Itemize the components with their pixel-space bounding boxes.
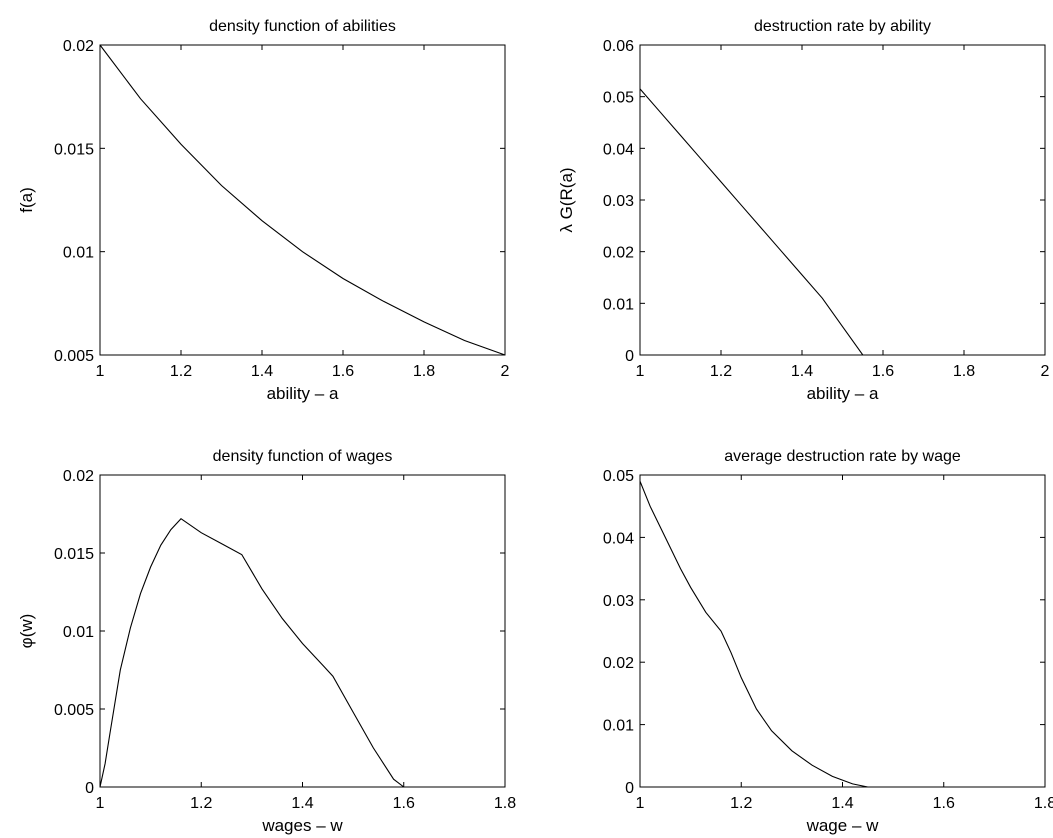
chart-title: destruction rate by ability bbox=[754, 18, 931, 35]
y-tick-label: 0 bbox=[625, 348, 634, 365]
x-tick-label: 1.8 bbox=[1034, 795, 1053, 812]
y-tick-label: 0.04 bbox=[603, 141, 634, 158]
x-tick-label: 1.2 bbox=[190, 795, 212, 812]
y-tick-label: 0.02 bbox=[63, 468, 94, 485]
x-tick-label: 1.8 bbox=[494, 795, 516, 812]
y-tick-label: 0.06 bbox=[603, 38, 634, 55]
x-axis-label: ability – a bbox=[267, 384, 339, 403]
series-line-1 bbox=[639, 480, 1045, 788]
x-tick-label: 1.4 bbox=[251, 363, 273, 380]
x-tick-label: 1 bbox=[96, 795, 105, 812]
y-tick-label: 0.03 bbox=[603, 593, 634, 610]
y-tick-label: 0.02 bbox=[63, 38, 94, 55]
y-tick-label: 0.04 bbox=[603, 530, 634, 547]
x-tick-label: 1.4 bbox=[291, 795, 313, 812]
y-axis-label: f(a) bbox=[17, 187, 36, 213]
y-tick-label: 0.01 bbox=[603, 296, 634, 313]
chart-panel-4: average destruction rate by wage 1 1.2 1.4 1… bbox=[603, 448, 1053, 835]
chart-panel-3: density function of wages 1 1.2 1.4 1.6 1.8 0 0… bbox=[17, 448, 516, 835]
plot-area bbox=[639, 474, 1046, 788]
x-tick-label: 1 bbox=[96, 363, 105, 380]
x-axis-label: ability – a bbox=[807, 384, 879, 403]
series-line-1 bbox=[99, 44, 506, 356]
y-tick-label: 0.03 bbox=[603, 193, 634, 210]
x-axis-label: wages – w bbox=[261, 816, 343, 835]
y-axis-label: λ G(R(a) bbox=[557, 167, 576, 232]
x-tick-label: 1 bbox=[636, 795, 645, 812]
x-tick-label: 1.6 bbox=[872, 363, 894, 380]
chart-title: density function of abilities bbox=[209, 18, 396, 35]
y-tick-label: 0.02 bbox=[603, 245, 634, 262]
y-tick-label: 0.01 bbox=[603, 718, 634, 735]
y-tick-label: 0.005 bbox=[54, 348, 94, 365]
y-tick-label: 0.01 bbox=[63, 245, 94, 262]
x-tick-label: 1.8 bbox=[953, 363, 975, 380]
x-tick-label: 2 bbox=[501, 363, 510, 380]
x-tick-label: 1 bbox=[636, 363, 645, 380]
chart-title: average destruction rate by wage bbox=[724, 448, 961, 465]
x-tick-label: 1.8 bbox=[413, 363, 435, 380]
y-tick-label: 0.02 bbox=[603, 655, 634, 672]
x-tick-label: 2 bbox=[1041, 363, 1050, 380]
y-tick-label: 0.05 bbox=[603, 468, 634, 485]
x-tick-label: 1.6 bbox=[393, 795, 415, 812]
x-tick-label: 1.2 bbox=[730, 795, 752, 812]
series-line-1 bbox=[639, 88, 1045, 356]
x-tick-label: 1.6 bbox=[933, 795, 955, 812]
plot-area bbox=[639, 44, 1046, 356]
x-tick-label: 1.2 bbox=[710, 363, 732, 380]
chart-panel-2: destruction rate by ability 1 1.2 1.4 1.6 1.8… bbox=[557, 18, 1050, 403]
x-tick-label: 1.2 bbox=[170, 363, 192, 380]
chart-panel-1: density function of abilities 1 1.2 1.4 1.6 1… bbox=[17, 18, 510, 403]
plot-area bbox=[99, 44, 506, 356]
y-tick-label: 0.005 bbox=[54, 702, 94, 719]
x-tick-label: 1.4 bbox=[831, 795, 853, 812]
y-tick-label: 0.015 bbox=[54, 141, 94, 158]
y-tick-label: 0 bbox=[625, 780, 634, 797]
y-tick-label: 0 bbox=[85, 780, 94, 797]
y-tick-label: 0.05 bbox=[603, 90, 634, 107]
x-tick-label: 1.4 bbox=[791, 363, 813, 380]
x-tick-label: 1.6 bbox=[332, 363, 354, 380]
y-tick-label: 0.015 bbox=[54, 546, 94, 563]
chart-title: density function of wages bbox=[213, 448, 393, 465]
y-tick-label: 0.01 bbox=[63, 624, 94, 641]
y-axis-label: φ(w) bbox=[17, 614, 36, 649]
series-line-1 bbox=[99, 517, 405, 788]
plot-area bbox=[99, 474, 506, 788]
x-axis-label: wage – w bbox=[806, 816, 880, 835]
